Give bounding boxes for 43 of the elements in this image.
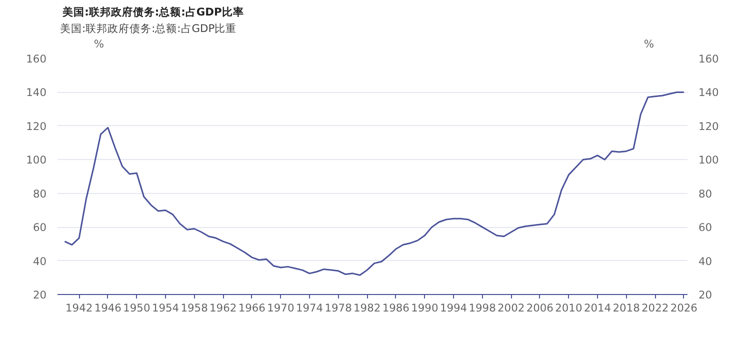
x-tick-label: 2022 <box>642 302 669 314</box>
y2-axis-title: % <box>644 38 654 50</box>
x-tick-label: 1946 <box>94 302 122 314</box>
y-axis-title: % <box>94 38 104 50</box>
x-tick-label: 1942 <box>66 302 93 314</box>
x-tick-label: 1966 <box>238 302 266 314</box>
y-tick-label: 120 <box>26 120 47 133</box>
y-tick-label: 60 <box>32 221 47 234</box>
y2-tick-label: 40 <box>698 254 712 268</box>
x-tick-label: 1974 <box>296 302 324 314</box>
y-tick-label: 80 <box>32 187 47 200</box>
x-tick-label: 1982 <box>354 302 381 314</box>
text: 美国:联邦政府债务:总额:占GDP比重 <box>60 22 237 36</box>
x-tick-label: 1994 <box>440 302 468 314</box>
x-tick-label: 2006 <box>526 302 554 314</box>
x-tick-label: 1978 <box>324 302 352 314</box>
y-tick-label: 140 <box>26 86 47 100</box>
chart-title: 美国:联邦政府债务:总额:占GDP比率 <box>62 6 244 18</box>
y-tick-label: 160 <box>26 52 47 66</box>
y-tick-label: 40 <box>32 254 47 268</box>
x-tick-label: 1970 <box>267 302 294 314</box>
x-tick-label: 1954 <box>152 302 180 314</box>
x-tick-label: 1958 <box>180 302 208 314</box>
y2-tick-label: 120 <box>698 120 720 133</box>
x-tick-label: 1998 <box>468 302 496 314</box>
y2-tick-label: 60 <box>698 221 712 234</box>
x-tick-label: 2014 <box>584 302 612 314</box>
x-tick-label: 2010 <box>555 302 582 314</box>
x-tick-label: 2018 <box>612 302 640 314</box>
y2-tick-label: 20 <box>698 288 712 302</box>
y2-tick-label: 160 <box>698 52 720 66</box>
x-tick-label: 1986 <box>382 302 410 314</box>
line-series <box>64 91 685 276</box>
y-tick-label: 100 <box>26 154 47 167</box>
y2-tick-label: 80 <box>698 187 712 200</box>
x-tick-label: 2026 <box>670 302 698 314</box>
y2-tick-label: 140 <box>698 86 720 100</box>
x-tick-label: 1990 <box>411 302 438 314</box>
y2-tick-label: 100 <box>698 154 720 167</box>
x-tick-label: 2002 <box>498 302 525 314</box>
y-tick-label: 20 <box>32 288 47 302</box>
x-tick-label: 1950 <box>123 302 150 314</box>
x-tick-label: 1962 <box>210 302 237 314</box>
